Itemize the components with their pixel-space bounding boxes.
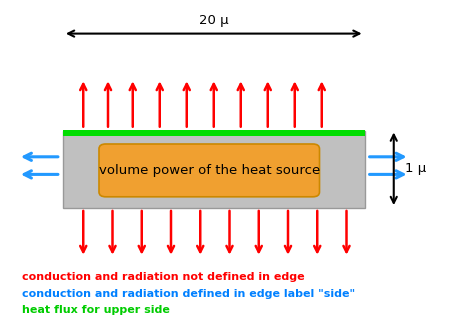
Text: conduction and radiation defined in edge label "side": conduction and radiation defined in edge… [22, 289, 356, 299]
Text: conduction and radiation not defined in edge: conduction and radiation not defined in … [22, 272, 305, 282]
Text: heat flux for upper side: heat flux for upper side [22, 305, 171, 316]
Text: 1 μ: 1 μ [405, 162, 426, 175]
FancyBboxPatch shape [63, 130, 364, 136]
FancyBboxPatch shape [63, 131, 364, 208]
Text: volume power of the heat source: volume power of the heat source [99, 164, 320, 177]
Text: 20 μ: 20 μ [199, 14, 229, 27]
FancyBboxPatch shape [99, 144, 320, 197]
